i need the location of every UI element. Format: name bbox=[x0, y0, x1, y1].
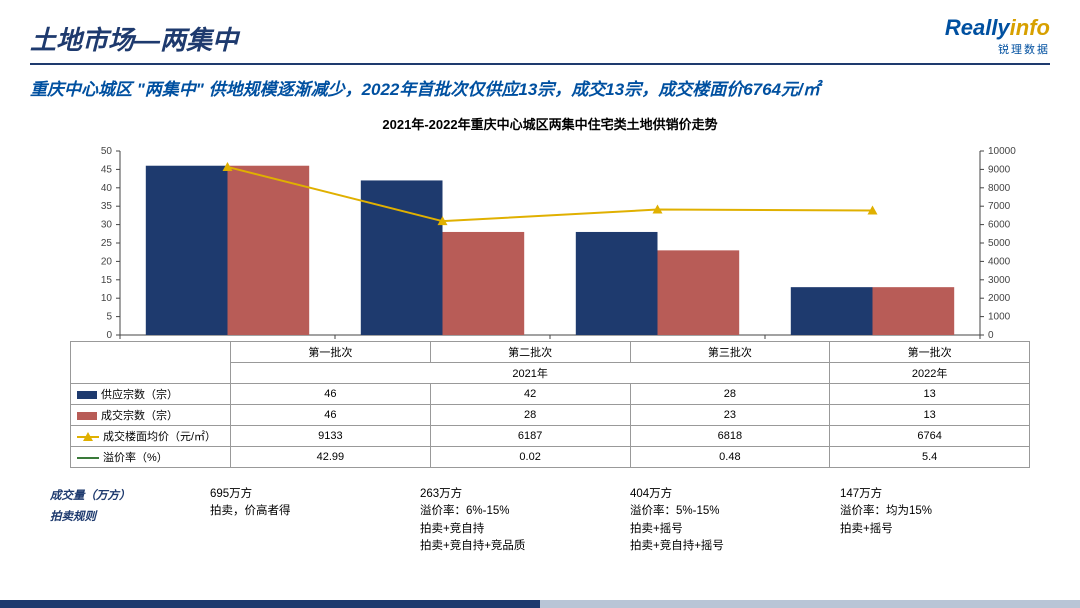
page-title: 土地市场—两集中 bbox=[30, 20, 1050, 57]
logo: Reallyinfo 锐理数据 bbox=[945, 15, 1050, 57]
table-cell: 13 bbox=[830, 384, 1030, 405]
svg-text:10: 10 bbox=[101, 293, 113, 304]
table-row: 供应宗数（宗）46422813 bbox=[71, 384, 1030, 405]
table-batch-row: 第一批次第二批次第三批次第一批次 bbox=[71, 342, 1030, 363]
svg-text:20: 20 bbox=[101, 256, 113, 267]
footer-bar-right bbox=[540, 600, 1080, 608]
svg-text:30: 30 bbox=[101, 220, 113, 231]
table-batch-cell: 第一批次 bbox=[830, 342, 1030, 363]
info-col: 263万方溢价率：6%-15%拍卖+竞自持拍卖+竞自持+竞品质 bbox=[420, 486, 630, 555]
info-labels: 成交量（万方） 拍卖规则 bbox=[50, 486, 210, 555]
table-batch-cell: 第三批次 bbox=[630, 342, 830, 363]
info-volume: 695万方 bbox=[210, 486, 420, 503]
legend-cell: 成交宗数（宗） bbox=[71, 405, 231, 426]
table-cell: 42 bbox=[430, 384, 630, 405]
svg-text:3000: 3000 bbox=[988, 275, 1011, 286]
table-cell: 9133 bbox=[231, 426, 431, 447]
legend-cell: 成交楼面均价（元/㎡） bbox=[71, 426, 231, 447]
table-cell: 28 bbox=[630, 384, 830, 405]
table-cell: 42.99 bbox=[231, 447, 431, 468]
page-header: 土地市场—两集中 Reallyinfo 锐理数据 bbox=[30, 20, 1050, 65]
info-rule: 溢价率：5%-15% bbox=[630, 503, 840, 520]
info-rule: 拍卖+摇号 bbox=[630, 521, 840, 538]
table-cell: 23 bbox=[630, 405, 830, 426]
table-year-cell: 2022年 bbox=[830, 363, 1030, 384]
info-rule: 溢价率：6%-15% bbox=[420, 503, 630, 520]
table-cell: 5.4 bbox=[830, 447, 1030, 468]
chart-svg: 0 5 10 15 20 25 30 35 40 45 50 0 1000 2000 3000 4000 500… bbox=[70, 141, 1030, 341]
table-year-cell: 2021年 bbox=[231, 363, 830, 384]
table-batch-cell: 第一批次 bbox=[231, 342, 431, 363]
svg-text:5: 5 bbox=[106, 312, 112, 323]
info-rule: 拍卖+竞自持+摇号 bbox=[630, 538, 840, 555]
chart-area: 2021年-2022年重庆中心城区两集中住宅类土地供销价走势 051015202… bbox=[70, 114, 1030, 468]
info-volume: 263万方 bbox=[420, 486, 630, 503]
legend-cell: 溢价率（%） bbox=[71, 447, 231, 468]
info-label-rules: 拍卖规则 bbox=[50, 507, 210, 528]
info-cols: 695万方拍卖，价高者得263万方溢价率：6%-15%拍卖+竞自持拍卖+竞自持+… bbox=[210, 486, 1050, 555]
table-cell: 6818 bbox=[630, 426, 830, 447]
table-cell: 28 bbox=[430, 405, 630, 426]
svg-text:5000: 5000 bbox=[988, 238, 1011, 249]
info-volume: 404万方 bbox=[630, 486, 840, 503]
subtitle: 重庆中心城区 "两集中" 供地规模逐渐减少，2022年首批次仅供应13宗，成交1… bbox=[30, 75, 1050, 100]
table-cell: 0.02 bbox=[430, 447, 630, 468]
table-row: 成交楼面均价（元/㎡）9133618768186764 bbox=[71, 426, 1030, 447]
svg-text:10000: 10000 bbox=[988, 146, 1016, 157]
info-rule: 拍卖+竞自持 bbox=[420, 521, 630, 538]
table-cell: 46 bbox=[231, 384, 431, 405]
table-cell: 0.48 bbox=[630, 447, 830, 468]
info-rule: 拍卖，价高者得 bbox=[210, 503, 420, 520]
svg-text:6000: 6000 bbox=[988, 220, 1011, 231]
logo-text-1: Really bbox=[945, 15, 1010, 40]
logo-sub: 锐理数据 bbox=[945, 41, 1050, 57]
chart-title: 2021年-2022年重庆中心城区两集中住宅类土地供销价走势 bbox=[70, 114, 1030, 133]
info-col: 147万方溢价率：均为15%拍卖+摇号 bbox=[840, 486, 1050, 555]
table-cell: 6187 bbox=[430, 426, 630, 447]
svg-text:50: 50 bbox=[101, 146, 113, 157]
svg-text:9000: 9000 bbox=[988, 164, 1011, 175]
table-cell: 13 bbox=[830, 405, 1030, 426]
info-col: 404万方溢价率：5%-15%拍卖+摇号拍卖+竞自持+摇号 bbox=[630, 486, 840, 555]
info-section: 成交量（万方） 拍卖规则 695万方拍卖，价高者得263万方溢价率：6%-15%… bbox=[50, 486, 1050, 555]
logo-text-2: info bbox=[1010, 15, 1050, 40]
info-label-volume: 成交量（万方） bbox=[50, 486, 210, 507]
svg-text:45: 45 bbox=[101, 164, 113, 175]
svg-text:35: 35 bbox=[101, 201, 113, 212]
info-rule: 拍卖+摇号 bbox=[840, 521, 1050, 538]
info-col: 695万方拍卖，价高者得 bbox=[210, 486, 420, 555]
table-batch-cell: 第二批次 bbox=[430, 342, 630, 363]
legend-cell: 供应宗数（宗） bbox=[71, 384, 231, 405]
footer-bar-left bbox=[0, 600, 540, 608]
svg-text:7000: 7000 bbox=[988, 201, 1011, 212]
svg-text:40: 40 bbox=[101, 183, 113, 194]
table-row: 成交宗数（宗）46282313 bbox=[71, 405, 1030, 426]
svg-text:4000: 4000 bbox=[988, 256, 1011, 267]
svg-text:2000: 2000 bbox=[988, 293, 1011, 304]
table-row: 溢价率（%）42.990.020.485.4 bbox=[71, 447, 1030, 468]
svg-text:25: 25 bbox=[101, 238, 113, 249]
svg-text:15: 15 bbox=[101, 275, 113, 286]
data-table: 第一批次第二批次第三批次第一批次 2021年2022年 供应宗数（宗）46422… bbox=[70, 341, 1030, 468]
svg-text:8000: 8000 bbox=[988, 183, 1011, 194]
info-rule: 拍卖+竞自持+竞品质 bbox=[420, 538, 630, 555]
info-rule: 溢价率：均为15% bbox=[840, 503, 1050, 520]
svg-text:1000: 1000 bbox=[988, 312, 1011, 323]
table-cell: 46 bbox=[231, 405, 431, 426]
info-volume: 147万方 bbox=[840, 486, 1050, 503]
logo-main: Reallyinfo bbox=[945, 15, 1050, 41]
svg-text:0: 0 bbox=[106, 330, 112, 341]
svg-text:0: 0 bbox=[988, 330, 994, 341]
table-cell: 6764 bbox=[830, 426, 1030, 447]
